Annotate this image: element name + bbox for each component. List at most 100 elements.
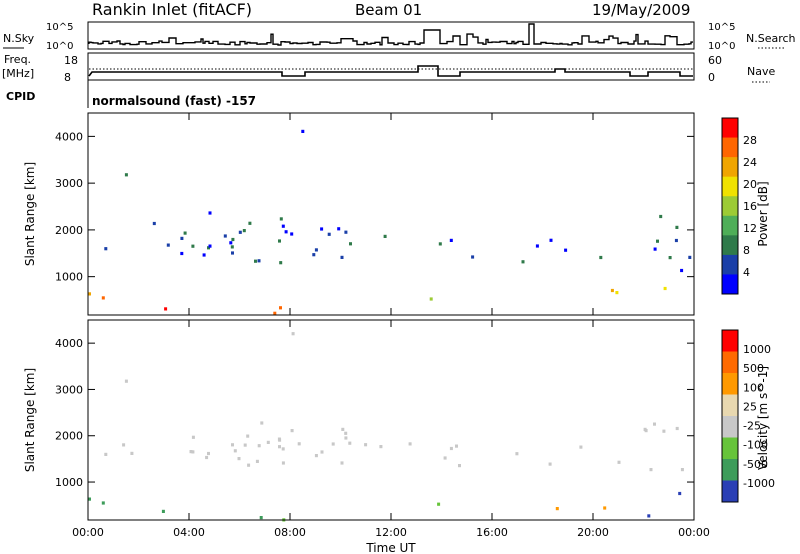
range-time-cell [202,253,206,257]
x-tick-label: 04:00 [173,526,205,539]
range-time-cell [429,297,433,301]
colorbar-segment [722,394,738,417]
range-time-cell [208,211,212,215]
range-time-cell [455,444,458,448]
nsky-frame [87,21,695,50]
range-time-cell [279,217,283,221]
nave-right-tick-high: 60 [708,54,722,67]
power-colorbar-label: Power [dB] [756,181,770,246]
y-tick-label: 1000 [55,271,83,284]
range-time-cell [279,261,283,265]
range-time-cell [674,238,678,243]
range-time-cell [246,434,250,438]
freq-panel: Freq. [MHz] 18 8 60 0 Nave [2,52,775,84]
range-time-cell [233,449,237,453]
colorbar-segment [722,437,738,460]
range-time-cell [191,244,195,248]
y-tick-label: 4000 [55,130,83,143]
range-time-cell [656,239,659,243]
range-time-cell [327,232,331,236]
colorbar-tick-label: 20 [743,178,757,191]
range-time-cell [281,224,285,228]
range-time-cell [668,256,672,260]
colorbar-tick-label: 12 [743,222,757,235]
range-time-cell [161,509,165,513]
colorbar-tick-label: 500 [743,362,764,375]
x-tick-label: 08:00 [274,526,306,539]
colorbar-frame [721,329,739,503]
range-time-cell [297,442,301,446]
velocity-colorbar-label: Velocity [m s^-1] [756,366,770,470]
range-time-cell [348,441,352,445]
range-time-cell [104,247,108,251]
colorbar-segment [722,137,738,158]
colorbar-tick-label: -500 [743,458,768,471]
range-time-cell [659,214,663,219]
range-time-cell [675,225,679,229]
range-time-cell [331,442,335,446]
x-tick-label: 16:00 [476,526,508,539]
power-chart: 1000 2000 3000 4000 Slant Range [km] 28 24 20… [23,112,770,316]
range-time-cell [104,452,108,456]
x-tick-label: 20:00 [577,526,609,539]
range-time-cell [678,491,682,496]
colorbar-tick-label: 100 [743,381,764,394]
range-time-cell [277,437,281,441]
velocity-y-axis-label: Slant Range [km] [23,368,37,472]
y-tick-label: 2000 [55,224,83,237]
range-time-cell [341,427,345,431]
range-time-cell [603,506,607,510]
nave-right-tick-low: 0 [708,71,715,84]
range-time-cell [535,244,539,248]
range-time-cell [312,253,316,257]
range-time-cell [314,454,318,458]
colorbar-segment [722,330,738,352]
range-time-cell [223,234,227,238]
colorbar-segment [722,351,738,374]
colorbar-segment [722,274,738,295]
nsky-left-tick-high: 10^5 [46,22,73,33]
range-time-cell [122,443,126,447]
station-title: Rankin Inlet (fitACF) [92,0,252,19]
nsearch-label: N.Search [746,32,796,45]
range-time-cell [521,260,525,264]
velocity-scatter-cells [88,332,684,522]
nsky-left-tick-low: 10^0 [46,41,73,52]
range-time-cell [680,468,684,472]
date-title: 19/May/2009 [592,1,690,19]
colorbar-tick-label: 1000 [743,343,771,356]
range-time-cell [152,221,156,226]
range-time-cell [208,244,212,248]
nsearch-right-tick-high: 10^5 [708,22,735,33]
colorbar-tick-label: 24 [743,156,757,169]
range-time-cell [449,238,453,242]
colorbar-segment [722,235,738,256]
range-time-cell [579,445,583,449]
nsearch-right-tick-low: 10^0 [708,41,735,52]
velocity-x-ticks: 00:00 04:00 08:00 12:00 16:00 20:00 00:00 [72,320,710,539]
range-time-cell [290,232,294,236]
velocity-plot-frame [87,319,695,521]
power-x-ticks [87,113,695,315]
cpid-panel: CPID normalsound (fast) -157 [6,80,256,108]
range-time-cell [284,230,288,234]
power-scatter-cells [88,129,692,315]
range-time-cell [230,245,234,249]
range-time-cell [649,468,653,472]
range-time-cell [248,221,252,225]
range-time-cell [653,422,656,426]
range-time-cell [688,255,692,259]
power-colorbar: 28 24 20 16 12 8 4 [721,117,757,295]
range-time-cell [663,286,667,291]
range-time-cell [449,446,453,451]
beam-title: Beam 01 [355,1,422,19]
power-y-ticks: 1000 2000 3000 4000 [55,130,694,284]
colorbar-segment [722,157,738,178]
colorbar-tick-label: 4 [743,266,750,279]
x-tick-label: 00:00 [72,526,104,539]
colorbar-segment [722,254,738,275]
range-time-cell [247,463,251,467]
cpid-text: normalsound (fast) -157 [92,94,256,108]
colorbar-segment [722,480,738,503]
range-time-cell [320,450,324,454]
